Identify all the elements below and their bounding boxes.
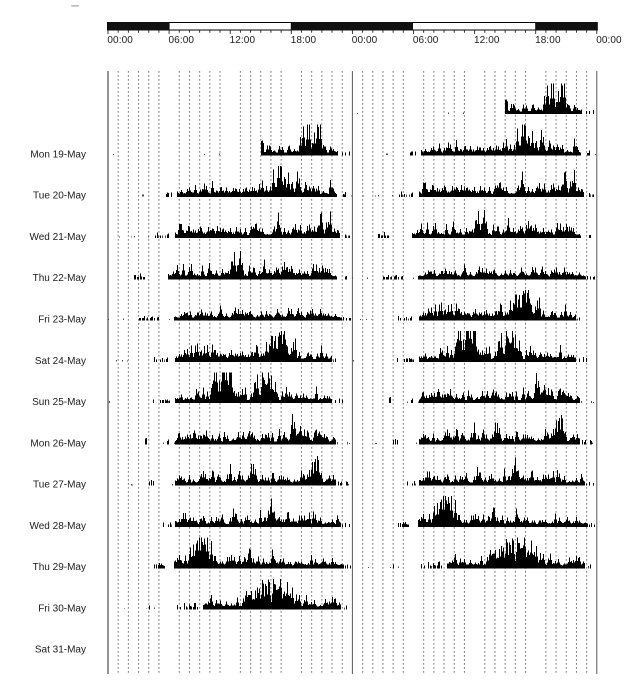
svg-text:Thu 29-May: Thu 29-May bbox=[33, 562, 86, 573]
svg-text:06:00: 06:00 bbox=[413, 35, 439, 46]
svg-text:Wed 21-May: Wed 21-May bbox=[29, 232, 86, 243]
svg-text:Tue 27-May: Tue 27-May bbox=[33, 480, 86, 491]
svg-text:Sat 31-May: Sat 31-May bbox=[35, 645, 86, 656]
svg-text:Fri 30-May: Fri 30-May bbox=[38, 604, 86, 615]
svg-text:18:00: 18:00 bbox=[291, 35, 317, 46]
svg-text:Thu 22-May: Thu 22-May bbox=[33, 273, 86, 284]
svg-text:00:00: 00:00 bbox=[596, 35, 622, 46]
svg-text:Mon 19-May: Mon 19-May bbox=[30, 149, 86, 160]
svg-text:12:00: 12:00 bbox=[230, 35, 256, 46]
svg-text:06:00: 06:00 bbox=[169, 35, 195, 46]
svg-text:00:00: 00:00 bbox=[107, 35, 133, 46]
svg-text:00:00: 00:00 bbox=[352, 35, 378, 46]
svg-text:12:00: 12:00 bbox=[474, 35, 500, 46]
svg-text:Tue 20-May: Tue 20-May bbox=[33, 191, 86, 202]
svg-text:Fri 23-May: Fri 23-May bbox=[38, 315, 86, 326]
svg-text:Sun 25-May: Sun 25-May bbox=[32, 397, 86, 408]
svg-text:Wed 28-May: Wed 28-May bbox=[29, 521, 86, 532]
svg-text:Sat 24-May: Sat 24-May bbox=[35, 356, 86, 367]
svg-text:Mon 26-May: Mon 26-May bbox=[30, 438, 86, 449]
svg-text:18:00: 18:00 bbox=[535, 35, 561, 46]
